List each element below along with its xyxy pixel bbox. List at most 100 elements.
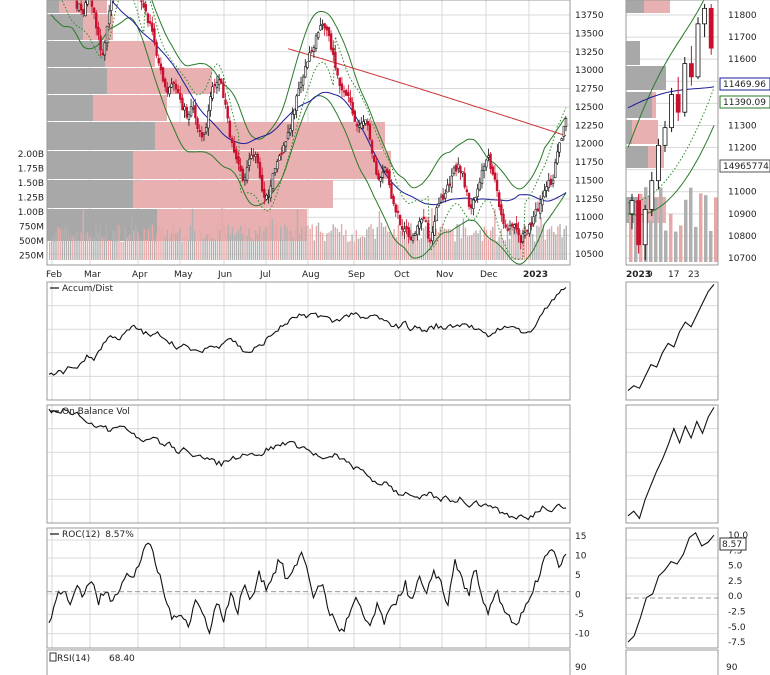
volume-bar <box>198 239 200 260</box>
month-label: Jun <box>217 270 232 280</box>
zoom-volume-bar <box>649 220 653 262</box>
volume-bar <box>93 237 95 260</box>
volume-bar <box>380 222 383 260</box>
roc-zoom-bg <box>626 528 718 648</box>
volume-bar <box>517 223 519 260</box>
zoom-volume-bar <box>674 231 678 262</box>
price-badge-value: 11390.09 <box>723 98 766 108</box>
volume-bar <box>555 234 557 260</box>
price-tick-label: 13500 <box>575 29 604 39</box>
price-candle <box>271 172 275 189</box>
main-price-frame <box>46 0 571 266</box>
volume-bar <box>305 226 307 260</box>
price-candle <box>379 177 382 182</box>
rsi-panel: RSI(14) 68.40 90 90 <box>46 649 738 675</box>
volume-bar <box>303 232 305 260</box>
zoom-price-tick-label: 11300 <box>728 121 757 131</box>
roc-tick-label: 0 <box>575 591 581 601</box>
price-candle <box>144 4 148 12</box>
volume-bar <box>72 235 74 260</box>
price-candle <box>480 169 484 185</box>
zoom-volume-bar <box>669 213 673 262</box>
price-candle <box>435 207 438 222</box>
roc-zoom-tick-label: 5.0 <box>728 562 743 572</box>
price-candle <box>390 183 393 199</box>
price-candle <box>347 92 350 97</box>
volume-bar <box>525 233 528 260</box>
roc-frame <box>46 527 571 649</box>
price-candle <box>360 123 363 129</box>
price-candle <box>166 87 169 94</box>
price-candle <box>204 127 208 133</box>
price-candle <box>222 82 225 99</box>
price-candle <box>200 132 204 138</box>
price-candle <box>82 8 85 15</box>
price-candle <box>482 165 486 171</box>
volume-bar <box>334 227 336 260</box>
roc-tick-label: 15 <box>575 532 586 542</box>
volume-bar <box>485 229 488 260</box>
volume-bar <box>49 241 51 260</box>
volume-bar <box>67 231 70 260</box>
price-candle <box>194 105 197 119</box>
volume-bar <box>366 229 368 260</box>
price-candle <box>334 52 337 69</box>
on-balance-vol-zoom-frame <box>625 404 719 524</box>
price-candle <box>407 227 410 237</box>
roc-badge-box <box>719 537 747 551</box>
price-candle <box>495 179 499 192</box>
volume-bar <box>420 238 423 260</box>
price-candle <box>232 142 236 153</box>
price-candle <box>467 192 471 207</box>
zoom-volume-by-price-up <box>632 120 658 144</box>
price-candle <box>103 42 107 56</box>
volume-bar <box>183 238 185 260</box>
zoom-date-label: 9 <box>647 270 653 280</box>
volume-bar <box>231 227 234 260</box>
volume-bar <box>156 234 158 260</box>
zoom-price-tick-label: 10800 <box>728 232 757 242</box>
volume-bar <box>118 225 120 260</box>
volume-bar <box>149 225 152 260</box>
zoom-candle <box>649 180 655 210</box>
price-candle <box>413 233 417 236</box>
price-tick-label: 13750 <box>575 11 604 21</box>
volume-bar <box>286 227 288 260</box>
rsi-legend-swatch <box>49 652 57 662</box>
volume-bar <box>382 227 385 260</box>
volume-bar <box>217 223 219 260</box>
volume-bar <box>458 224 460 260</box>
volume-bar <box>63 227 66 260</box>
volume-bar <box>76 231 78 260</box>
volume-bar <box>168 238 171 260</box>
volume-bar <box>288 230 290 260</box>
price-candle <box>189 106 193 117</box>
volume-bar <box>193 230 196 260</box>
volume-by-price-bar-down <box>47 41 105 67</box>
price-candle <box>181 97 184 111</box>
volume-bar <box>406 225 408 260</box>
price-candle <box>416 225 419 235</box>
price-candle <box>226 106 229 119</box>
volume-bar <box>298 234 301 260</box>
zoom-volume-bar <box>629 208 633 262</box>
volume-bar <box>487 239 490 260</box>
volume-bar <box>172 224 175 260</box>
zoom-bollinger-upper <box>627 0 705 148</box>
volume-by-price-bar-up <box>107 68 212 94</box>
price-candle <box>97 27 100 36</box>
price-candle <box>297 88 301 96</box>
zoom-candle <box>642 208 648 246</box>
price-candle <box>489 153 492 169</box>
month-label: Mar <box>84 270 101 280</box>
volume-bar <box>376 226 378 260</box>
month-label: May <box>174 270 193 280</box>
volume-bar <box>99 224 101 260</box>
price-candle <box>90 0 94 7</box>
price-candle <box>444 192 447 199</box>
volume-bar <box>292 237 294 260</box>
volume-bar <box>565 225 567 260</box>
accum-dist-panel: Accum/Dist <box>46 281 571 401</box>
volume-bar <box>452 230 454 260</box>
